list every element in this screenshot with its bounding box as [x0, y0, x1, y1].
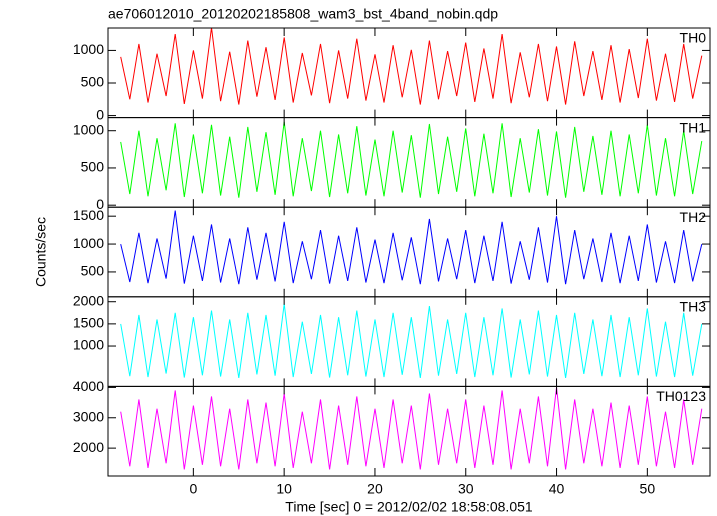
series-label: TH0	[680, 30, 707, 46]
x-axis-label: Time [sec] 0 = 2012/02/02 18:58:08.051	[285, 499, 533, 515]
series-line	[120, 303, 703, 378]
y-tick-label: 500	[81, 74, 105, 90]
series-line	[120, 121, 703, 198]
y-tick-label: 0	[96, 196, 104, 212]
panel-frame	[107, 206, 711, 298]
x-tick-label: 0	[189, 481, 197, 497]
x-tick-label: 20	[367, 481, 383, 497]
y-tick-label: 1000	[73, 235, 104, 251]
y-tick-label: 2000	[73, 292, 104, 308]
y-tick-label: 3000	[73, 408, 104, 424]
y-tick-label: 2000	[73, 439, 104, 455]
series-line	[120, 27, 703, 105]
x-tick-label: 50	[640, 481, 656, 497]
y-axis-label: Counts/sec	[33, 217, 49, 287]
y-tick-label: 4000	[73, 378, 104, 394]
y-tick-label: 1500	[73, 315, 104, 331]
y-tick-label: 0	[96, 106, 104, 122]
panel-frame	[107, 385, 711, 477]
series-label: TH3	[680, 299, 707, 315]
y-tick-label: 1000	[73, 121, 104, 137]
series-line	[120, 210, 703, 285]
y-tick-label: 1000	[73, 337, 104, 353]
series-label: TH2	[680, 209, 707, 225]
series-line	[120, 387, 703, 470]
series-label: TH1	[680, 119, 707, 135]
y-tick-label: 500	[81, 159, 105, 175]
chart-title: ae706012010_20120202185808_wam3_bst_4ban…	[108, 6, 498, 22]
panel-frame	[107, 27, 711, 119]
x-tick-label: 10	[276, 481, 292, 497]
y-tick-label: 1500	[73, 207, 104, 223]
series-label: TH0123	[656, 388, 706, 404]
y-tick-label: 500	[81, 263, 105, 279]
x-tick-label: 40	[549, 481, 565, 497]
x-tick-label: 30	[458, 481, 474, 497]
y-tick-label: 1000	[73, 41, 104, 57]
